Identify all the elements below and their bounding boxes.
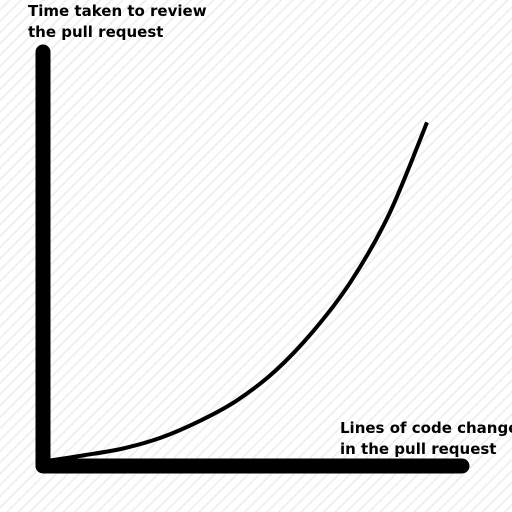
y-axis-label: Time taken to review the pull request: [28, 1, 207, 43]
x-axis-label-line-1: Lines of code changed: [340, 419, 512, 437]
x-axis-label-line-2: in the pull request: [340, 440, 497, 458]
y-axis-line: [35, 44, 470, 474]
x-axis-label: Lines of code changed in the pull reques…: [340, 418, 512, 460]
y-axis-label-line-1: Time taken to review: [28, 2, 207, 20]
y-axis-label-line-2: the pull request: [28, 23, 164, 41]
series-curve-line: [46, 121, 429, 463]
